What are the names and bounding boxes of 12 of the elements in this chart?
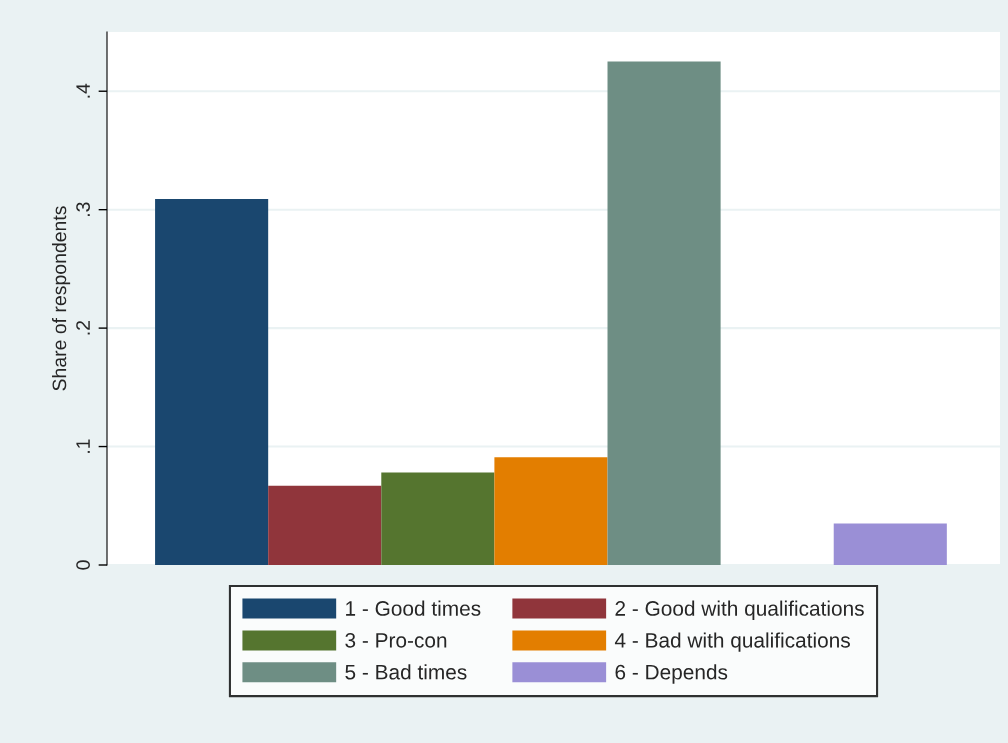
y-tick-label: .4 xyxy=(76,83,90,98)
y-tick-label: .3 xyxy=(76,202,90,216)
legend-label: 3 - Pro-con xyxy=(345,632,447,648)
y-tick-label: .1 xyxy=(76,439,90,453)
legend-label: 5 - Bad times xyxy=(345,664,467,680)
y-tick-label: .2 xyxy=(76,320,90,335)
legend-label: 2 - Good with qualifications xyxy=(615,600,864,620)
legend-label: 1 - Good times xyxy=(346,600,481,616)
legend-label: 6 - Depends xyxy=(615,664,728,684)
y-tick-label: 0 xyxy=(76,560,90,570)
legend-label: 4 - Bad with qualifications xyxy=(614,632,850,652)
y-axis-title: Share of respondents xyxy=(52,206,71,391)
